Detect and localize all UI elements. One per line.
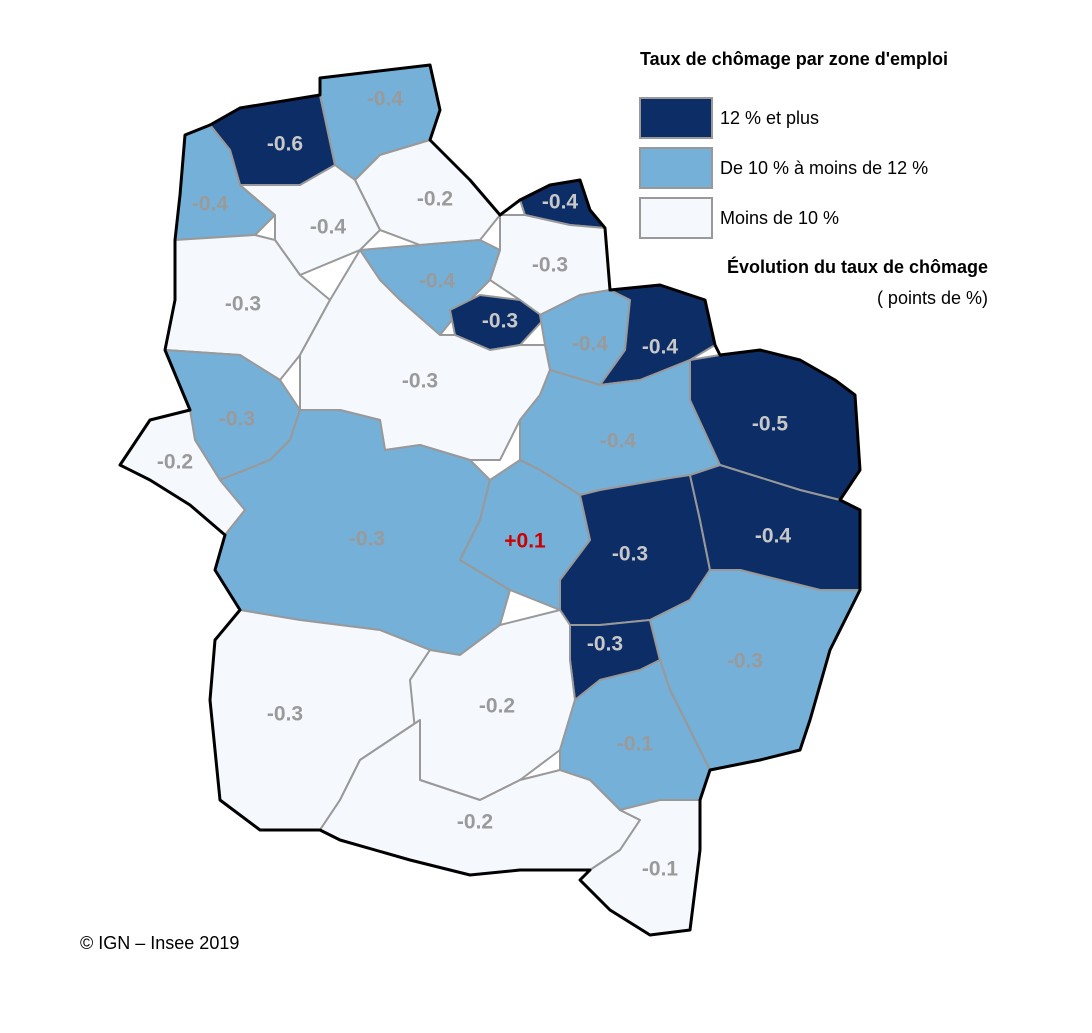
zone-label: -0.3: [727, 650, 763, 673]
zone-label: -0.1: [617, 733, 654, 756]
zone-label: -0.3: [267, 703, 303, 726]
zone-label: -0.3: [482, 310, 518, 333]
zone-label: -0.4: [755, 525, 792, 548]
zone-label: -0.4: [542, 191, 579, 214]
zone-label: -0.4: [572, 333, 609, 356]
zone-label: -0.4: [600, 430, 637, 453]
legend-subtitle: Évolution du taux de chômage: [727, 256, 988, 277]
legend-swatch: [639, 97, 713, 139]
zone-label: -0.3: [612, 543, 648, 566]
legend-swatch: [639, 197, 713, 239]
legend-unit: ( points de %): [877, 288, 988, 308]
legend-label: 12 % et plus: [720, 108, 819, 128]
legend-label: Moins de 10 %: [720, 208, 839, 228]
zone-label: -0.3: [587, 633, 623, 656]
zone-labels: -0.6 -0.4 -0.4 -0.2 -0.4 -0.4 -0.3 -0.4 -0.3 -0.3…: [157, 88, 792, 881]
zone: [239, 164, 381, 276]
zone-label: -0.2: [157, 451, 193, 474]
region-outline: [118, 63, 862, 937]
zone-label: -0.3: [349, 528, 385, 551]
zones: [118, 63, 862, 937]
zone-label: -0.5: [752, 413, 789, 436]
credit: © IGN – Insee 2019: [80, 933, 239, 953]
zone-label: -0.4: [419, 270, 456, 293]
zone-label: -0.3: [402, 370, 438, 393]
zone-label: -0.2: [417, 188, 453, 211]
zone-label: -0.2: [479, 695, 515, 718]
legend-label: De 10 % à moins de 12 %: [720, 158, 928, 178]
zone-label: -0.2: [457, 811, 493, 834]
zone-label: -0.4: [367, 88, 404, 111]
zone-label: -0.3: [225, 293, 261, 316]
zone-label: -0.6: [267, 133, 303, 156]
zone-label: -0.3: [532, 254, 568, 277]
legend-title: Taux de chômage par zone d'emploi: [640, 49, 948, 69]
zone-label: -0.4: [310, 216, 347, 239]
zone-label: +0.1: [504, 530, 546, 553]
zone-label: -0.1: [642, 858, 679, 881]
legend-swatch: [639, 147, 713, 189]
zone-label: -0.4: [192, 193, 229, 216]
zone-label: -0.4: [642, 336, 679, 359]
zone-label: -0.3: [219, 408, 255, 431]
